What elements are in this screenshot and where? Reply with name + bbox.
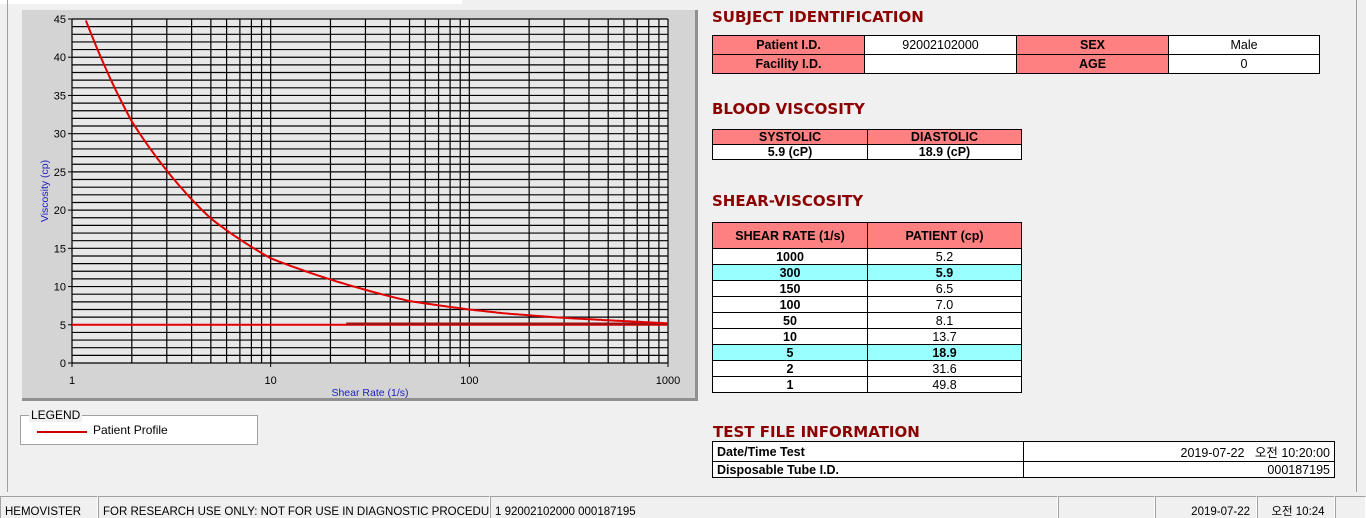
shear-row: 10 13.7 [712,328,1022,345]
x-tick-label: 1000 [656,375,680,387]
viscosity-chart: 0 5 10 15 20 25 30 35 40 45 1 10 100 1000 Shear Rate (… [39,14,680,399]
shear-rate-cell: 5 [712,344,868,361]
shear-row: 2 31.6 [712,360,1022,377]
legend-item: Patient Profile [93,423,168,437]
y-tick-label: 10 [54,282,66,294]
shear-rate-cell: 300 [712,264,868,281]
status-bar: HEMOVISTER FOR RESEARCH USE ONLY: NOT FO… [0,496,1366,518]
shear-rate-cell: 2 [712,360,868,377]
shear-rate-cell: 50 [712,312,868,329]
left-border [0,0,8,492]
y-tick-label: 30 [54,129,66,141]
patient-value-cell: 8.1 [867,312,1022,329]
shear-row: 100 7.0 [712,296,1022,313]
facility-id-label: Facility I.D. [712,54,865,74]
shear-row: 300 5.9 [712,264,1022,281]
subject-table: Patient I.D. 92002102000 SEX Male Facility … [712,35,1320,74]
x-tick-label: 100 [460,375,478,387]
status-app: HEMOVISTER [0,496,98,518]
patient-header: PATIENT (cp) [867,222,1022,249]
right-border [1356,0,1366,492]
systolic-label: SYSTOLIC [712,129,868,145]
shear-rate-header: SHEAR RATE (1/s) [712,222,868,249]
status-record: 1 92002102000 000187195 [490,496,1058,518]
y-tick-label: 35 [54,90,66,102]
x-tick-label: 1 [69,375,75,387]
y-tick-label: 15 [54,243,66,255]
y-axis-label: Viscosity (cp) [39,160,51,222]
shear-row: 1 49.8 [712,376,1022,393]
shear-viscosity-table: SHEAR RATE (1/s) PATIENT (cp) 1000 5.2 300 5… [712,222,1022,393]
date-time-value: 2019-07-22 오전 10:20:00 [1023,441,1335,462]
y-tick-label: 0 [60,358,66,370]
patient-value-cell: 31.6 [867,360,1022,377]
test-file-heading: TEST FILE INFORMATION [713,423,920,441]
x-tick-label: 10 [265,375,277,387]
legend-line-icon [37,431,87,433]
patient-value-cell: 13.7 [867,328,1022,345]
patient-value-cell: 7.0 [867,296,1022,313]
age-label: AGE [1016,54,1169,74]
status-notice: FOR RESEARCH USE ONLY: NOT FOR USE IN DI… [98,496,490,518]
blood-viscosity-table: SYSTOLIC DIASTOLIC 5.9 (cP) 18.9 (cP) [712,129,1022,160]
y-tick-label: 40 [54,52,66,64]
patient-id-value: 92002102000 [864,35,1017,55]
legend-title: LEGEND [29,408,83,422]
shear-rate-cell: 150 [712,280,868,297]
blood-viscosity-heading: BLOOD VISCOSITY [712,100,865,118]
subject-heading: SUBJECT IDENTIFICATION [712,8,924,26]
date-time-label: Date/Time Test [712,441,1024,462]
series-line-patient-profile [84,20,668,325]
top-strip [0,0,462,4]
shear-rate-cell: 1 [712,376,868,393]
shear-row: 1000 5.2 [712,248,1022,265]
sex-value: Male [1168,35,1320,55]
status-blank [1058,496,1155,518]
patient-value-cell: 49.8 [867,376,1022,393]
y-tick-label: 25 [54,167,66,179]
facility-id-value [864,54,1017,74]
shear-row: 150 6.5 [712,280,1022,297]
systolic-value: 5.9 (cP) [712,144,868,160]
legend-box: LEGEND Patient Profile [20,408,258,445]
y-tick-label: 20 [54,205,66,217]
tube-id-label: Disposable Tube I.D. [712,461,1024,478]
patient-id-label: Patient I.D. [712,35,865,55]
status-time: 오전 10:24 [1257,496,1335,518]
shear-rate-cell: 1000 [712,248,868,265]
x-axis-label: Shear Rate (1/s) [331,387,408,399]
patient-value-cell: 5.9 [867,264,1022,281]
y-tick-label: 5 [60,320,66,332]
shear-viscosity-heading: SHEAR-VISCOSITY [712,192,864,210]
diastolic-label: DIASTOLIC [867,129,1022,145]
y-tick-label: 45 [54,14,66,26]
shear-rate-cell: 10 [712,328,868,345]
viscosity-chart-panel: 0 5 10 15 20 25 30 35 40 45 1 10 100 1000 Shear Rate (… [22,10,698,401]
status-end [1335,496,1366,518]
status-date: 2019-07-22 [1155,496,1257,518]
shear-rate-cell: 100 [712,296,868,313]
shear-row: 5 18.9 [712,344,1022,361]
plot-area [72,19,668,363]
test-file-table: Date/Time Test 2019-07-22 오전 10:20:00 Dis… [712,441,1335,478]
patient-value-cell: 5.2 [867,248,1022,265]
patient-value-cell: 18.9 [867,344,1022,361]
tube-id-value: 000187195 [1023,461,1335,478]
sex-label: SEX [1016,35,1169,55]
diastolic-value: 18.9 (cP) [867,144,1022,160]
patient-value-cell: 6.5 [867,280,1022,297]
shear-row: 50 8.1 [712,312,1022,329]
age-value: 0 [1168,54,1320,74]
